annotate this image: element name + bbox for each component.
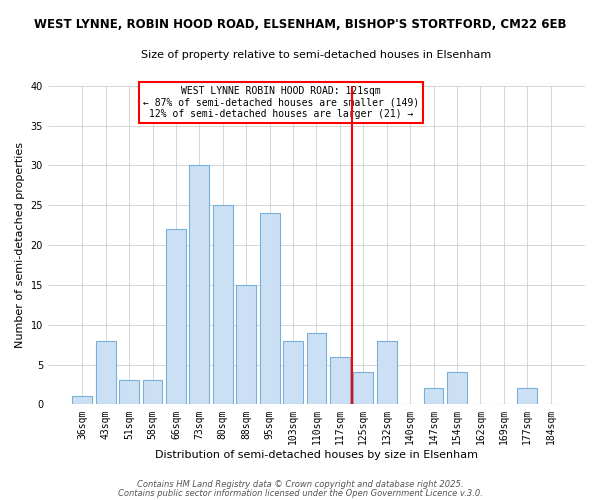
X-axis label: Distribution of semi-detached houses by size in Elsenham: Distribution of semi-detached houses by …: [155, 450, 478, 460]
Text: WEST LYNNE ROBIN HOOD ROAD: 121sqm
← 87% of semi-detached houses are smaller (14: WEST LYNNE ROBIN HOOD ROAD: 121sqm ← 87%…: [143, 86, 419, 119]
Text: WEST LYNNE, ROBIN HOOD ROAD, ELSENHAM, BISHOP'S STORTFORD, CM22 6EB: WEST LYNNE, ROBIN HOOD ROAD, ELSENHAM, B…: [34, 18, 566, 30]
Text: Contains HM Land Registry data © Crown copyright and database right 2025.: Contains HM Land Registry data © Crown c…: [137, 480, 463, 489]
Bar: [260, 213, 280, 404]
Bar: [96, 340, 116, 404]
Bar: [190, 166, 209, 404]
Bar: [236, 285, 256, 405]
Bar: [330, 356, 350, 405]
Bar: [377, 340, 397, 404]
Bar: [73, 396, 92, 404]
Bar: [119, 380, 139, 404]
Title: Size of property relative to semi-detached houses in Elsenham: Size of property relative to semi-detach…: [142, 50, 491, 60]
Bar: [213, 205, 233, 404]
Text: Contains public sector information licensed under the Open Government Licence v.: Contains public sector information licen…: [118, 488, 482, 498]
Bar: [447, 372, 467, 404]
Y-axis label: Number of semi-detached properties: Number of semi-detached properties: [15, 142, 25, 348]
Bar: [143, 380, 163, 404]
Bar: [353, 372, 373, 404]
Bar: [517, 388, 537, 404]
Bar: [166, 229, 186, 404]
Bar: [283, 340, 303, 404]
Bar: [307, 332, 326, 404]
Bar: [424, 388, 443, 404]
